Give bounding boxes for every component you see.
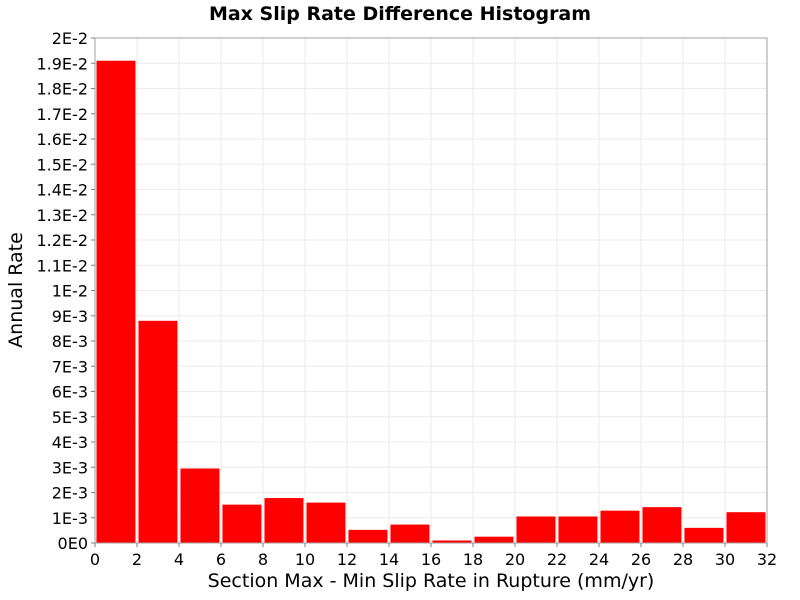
x-tick-label: 8 [258,550,268,569]
histogram-bar [180,468,220,543]
y-tick-label: 1.6E-2 [36,130,88,149]
y-tick-label: 3E-3 [52,458,88,477]
y-tick-label: 1.4E-2 [36,181,88,200]
x-tick-label: 24 [589,550,609,569]
histogram-bar [264,498,304,543]
y-tick-label: 4E-3 [52,433,88,452]
y-tick-label: 1.9E-2 [36,54,88,73]
x-tick-label: 16 [421,550,441,569]
x-tick-label: 22 [547,550,567,569]
x-tick-label: 6 [216,550,226,569]
y-tick-label: 5E-3 [52,408,88,427]
x-tick-label: 4 [174,550,184,569]
y-tick-label: 1.2E-2 [36,231,88,250]
histogram-bar [516,516,556,543]
y-tick-label: 1E-2 [52,282,88,301]
histogram-bar [684,527,724,543]
histogram-bar [138,320,178,543]
y-tick-label: 9E-3 [52,307,88,326]
y-tick-label: 1.1E-2 [36,256,88,275]
y-tick-label: 1.5E-2 [36,155,88,174]
x-tick-label: 30 [715,550,735,569]
x-tick-label: 20 [505,550,525,569]
x-tick-label: 14 [379,550,399,569]
y-tick-label: 6E-3 [52,383,88,402]
x-tick-label: 18 [463,550,483,569]
histogram-bar [600,510,640,543]
y-tick-label: 7E-3 [52,357,88,376]
y-tick-label: 8E-3 [52,332,88,351]
histogram-bar [222,504,262,543]
x-tick-label: 10 [295,550,315,569]
y-tick-label: 1.8E-2 [36,80,88,99]
x-tick-label: 28 [673,550,693,569]
x-tick-label: 12 [337,550,357,569]
histogram-bar [96,60,136,543]
histogram-bar [306,502,346,543]
chart-title: Max Slip Rate Difference Histogram [208,3,592,25]
histogram-bar [432,540,472,543]
x-axis-label: Section Max - Min Slip Rate in Rupture (… [207,570,655,592]
y-tick-label: 1.3E-2 [36,206,88,225]
histogram-bar [726,512,766,543]
histogram-bar [474,536,514,543]
x-tick-label: 2 [132,550,142,569]
histogram-bar [390,524,430,543]
histogram-bar [348,529,388,543]
x-tick-label: 0 [90,550,100,569]
x-tick-label: 32 [757,550,777,569]
y-axis-label: Annual Rate [5,232,27,348]
y-tick-label: 2E-2 [52,29,88,48]
y-tick-label: 0E0 [58,534,88,553]
y-tick-label: 1.7E-2 [36,105,88,124]
histogram-bar [642,507,682,543]
x-tick-label: 26 [631,550,651,569]
y-tick-label: 1E-3 [52,509,88,528]
histogram-bar [558,516,598,543]
y-tick-label: 2E-3 [52,484,88,503]
